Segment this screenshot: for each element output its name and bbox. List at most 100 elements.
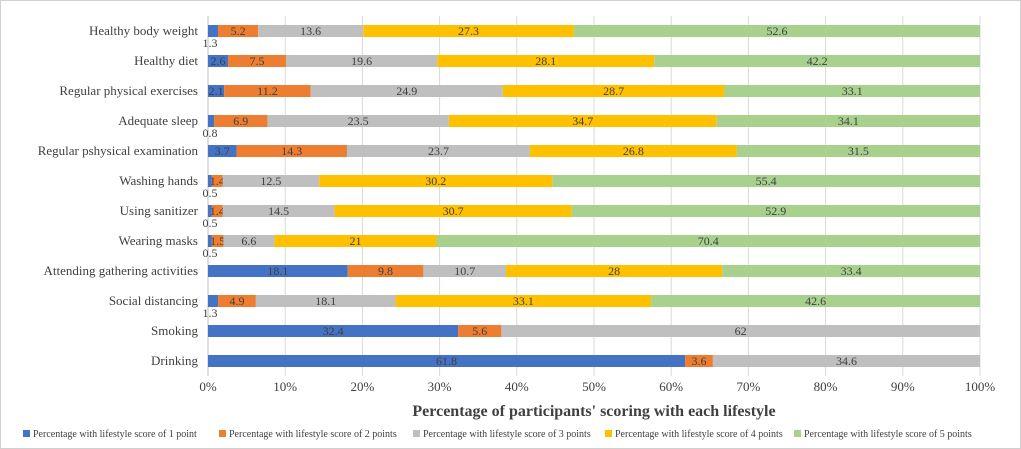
- data-label: 0.5: [203, 246, 218, 260]
- bar-segment: [208, 205, 212, 217]
- x-tick-label: 40%: [505, 379, 529, 394]
- bar-segment: [571, 205, 980, 217]
- data-label: 1.4: [210, 174, 225, 188]
- category-label: Smoking: [151, 323, 198, 338]
- category-label: Healthy diet: [134, 53, 198, 68]
- data-label: 24.9: [396, 84, 417, 98]
- data-label: 5.6: [472, 324, 487, 338]
- bar-segment: [208, 115, 215, 127]
- data-label: 23.7: [428, 144, 449, 158]
- bar-segment: [347, 265, 424, 277]
- data-label: 33.1: [842, 84, 863, 98]
- bar-segment: [319, 175, 553, 187]
- category-label: Social distancing: [109, 293, 199, 308]
- data-label: 42.6: [805, 294, 826, 308]
- data-label: 52.6: [766, 24, 787, 38]
- data-label: 30.7: [443, 204, 464, 218]
- bar-segment: [208, 145, 237, 157]
- x-tick-label: 90%: [891, 379, 915, 394]
- data-label: 3.6: [691, 354, 706, 368]
- data-label: 6.6: [241, 234, 256, 248]
- category-label: Using sanitizer: [120, 203, 199, 218]
- bar-segment: [334, 205, 572, 217]
- x-tick-label: 80%: [814, 379, 838, 394]
- data-label: 1.3: [203, 36, 218, 50]
- bar-segment: [267, 115, 449, 127]
- data-label: 42.2: [807, 54, 828, 68]
- data-label: 21: [349, 234, 361, 248]
- bar-segment: [208, 265, 348, 277]
- data-label: 61.8: [436, 354, 457, 368]
- bar-segment: [208, 55, 229, 67]
- data-label: 70.4: [698, 234, 719, 248]
- x-axis-title: Percentage of participants' scoring with…: [412, 403, 775, 420]
- bar-segment: [505, 265, 723, 277]
- bar-segment: [222, 175, 320, 187]
- data-label: 52.9: [765, 204, 786, 218]
- bar-segment: [208, 175, 212, 187]
- bar-segment: [255, 295, 396, 307]
- bar-segment: [258, 25, 364, 37]
- bar-segment: [712, 355, 980, 367]
- bar-segment: [501, 325, 980, 337]
- data-label: 3.7: [215, 144, 230, 158]
- bar-segment: [458, 325, 502, 337]
- data-label: 23.5: [348, 114, 369, 128]
- bar-segment: [651, 295, 980, 307]
- bar-segment: [716, 115, 980, 127]
- bar-segment: [208, 85, 225, 97]
- bar-segment: [236, 145, 347, 157]
- data-label: 6.9: [233, 114, 248, 128]
- legend-swatch: [605, 430, 612, 437]
- legend-label: Percentage with lifestyle score of 3 poi…: [423, 429, 591, 440]
- bar-segment: [208, 325, 459, 337]
- category-label: Drinking: [151, 353, 198, 368]
- category-label: Regular pshysical examination: [38, 143, 199, 158]
- bar-segment: [437, 55, 655, 67]
- category-label: Attending gathering activities: [43, 263, 198, 278]
- legend-swatch: [794, 430, 801, 437]
- data-label: 11.2: [257, 84, 278, 98]
- data-label: 13.6: [300, 24, 321, 38]
- bar-segment: [208, 25, 219, 37]
- category-label: Adequate sleep: [118, 113, 198, 128]
- bar-segment: [285, 55, 438, 67]
- data-label: 0.5: [203, 186, 218, 200]
- data-label: 14.3: [281, 144, 302, 158]
- bar-segment: [346, 145, 530, 157]
- bar-segment: [211, 205, 223, 217]
- data-label: 1.5: [210, 234, 225, 248]
- bar-segment: [423, 265, 506, 277]
- bar-segment: [552, 175, 980, 187]
- legend-swatch: [219, 430, 226, 437]
- data-label: 31.5: [848, 144, 869, 158]
- data-label: 26.8: [623, 144, 644, 158]
- legend-swatch: [413, 430, 420, 437]
- bar-segment: [208, 295, 219, 307]
- bar-segment: [395, 295, 652, 307]
- data-label: 10.7: [454, 264, 475, 278]
- category-label: Healthy body weight: [89, 23, 198, 38]
- x-tick-label: 100%: [965, 379, 996, 394]
- legend-label: Percentage with lifestyle score of 5 poi…: [804, 429, 972, 440]
- x-tick-label: 50%: [582, 379, 606, 394]
- data-label: 4.9: [229, 294, 244, 308]
- data-label: 2.6: [211, 54, 226, 68]
- x-tick-label: 0%: [199, 379, 217, 394]
- legend-label: Percentage with lifestyle score of 2 poi…: [229, 429, 397, 440]
- legend-label: Percentage with lifestyle score of 1 poi…: [33, 429, 197, 440]
- data-label: 1.4: [210, 204, 225, 218]
- data-label: 0.8: [203, 126, 218, 140]
- data-label: 12.5: [260, 174, 281, 188]
- bar-segment: [218, 295, 256, 307]
- bar-segment: [274, 235, 437, 247]
- data-label: 28.1: [535, 54, 556, 68]
- x-tick-label: 30%: [428, 379, 452, 394]
- legend-label: Percentage with lifestyle score of 4 poi…: [615, 429, 783, 440]
- bar-segment: [529, 145, 737, 157]
- bar-segment: [214, 115, 268, 127]
- x-tick-label: 70%: [736, 379, 760, 394]
- bar-segment: [224, 85, 311, 97]
- data-label: 30.2: [425, 174, 446, 188]
